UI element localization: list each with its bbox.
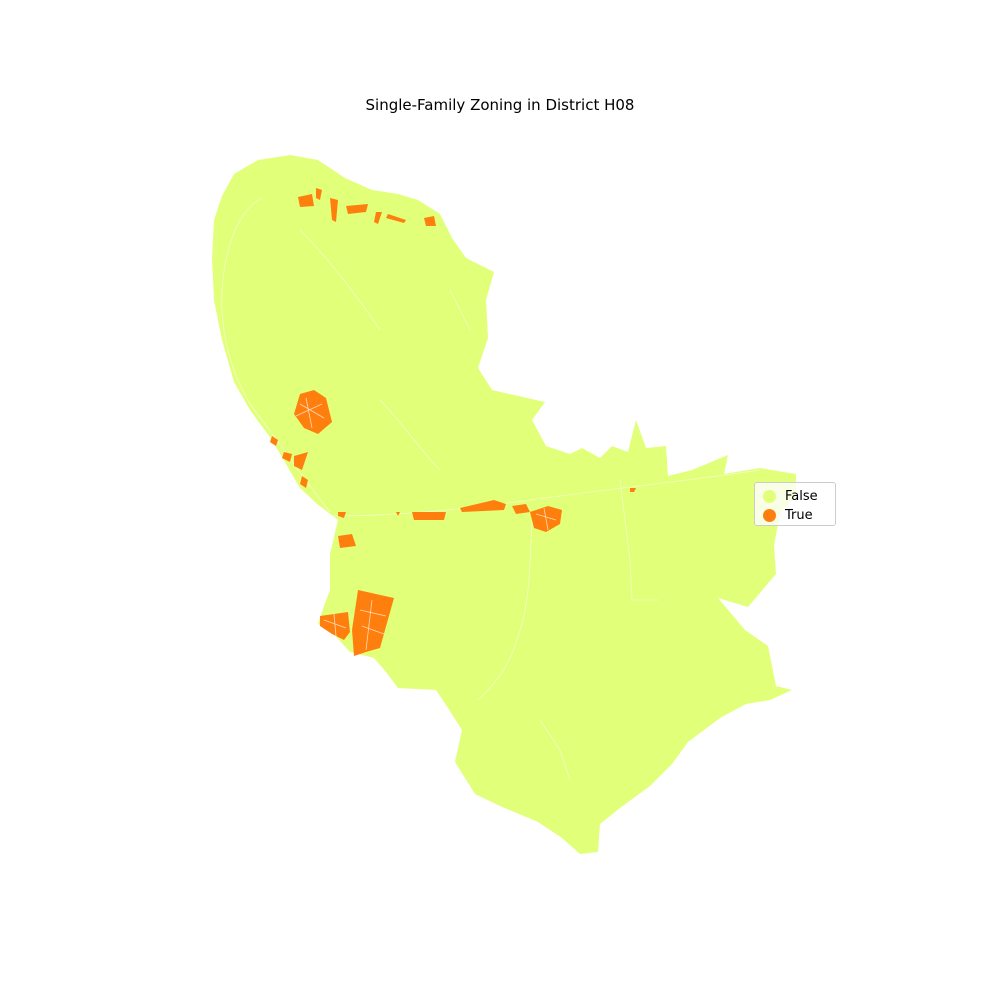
legend-label-false: False [785,488,818,504]
sf-patch-north-1 [298,194,314,207]
map-title: Single-Family Zoning in District H08 [365,96,635,114]
sf-patch-central-strip [338,512,346,518]
sf-patch-south-west-1 [338,534,356,548]
legend-label-true: True [785,507,813,523]
sf-patch-south-west-3 [352,590,394,656]
map-legend: False True [754,482,836,526]
legend-item-false: False [763,487,818,505]
parcel-boundaries [221,197,761,781]
legend-item-true: True [763,506,813,524]
legend-marker-false [763,489,776,503]
legend-marker-true [763,508,776,522]
